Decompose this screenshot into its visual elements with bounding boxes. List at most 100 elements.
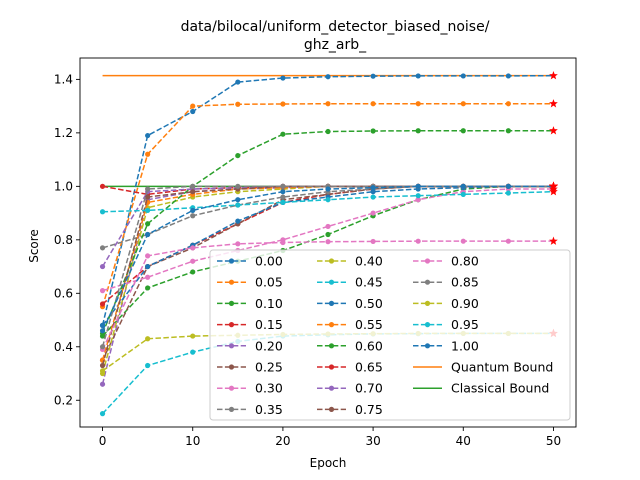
series-point-19-3 [235,202,241,208]
x-tick-label-0: 0 [99,434,107,448]
series-point-16-1 [145,253,151,259]
series-point-11-0 [99,357,106,363]
series-point-0-6 [370,73,376,79]
series-point-13-0 [99,183,106,189]
series-line-11 [101,185,554,361]
legend: 0.00 0.05 0.10 0.15 0.20 0.25 0.30 0.35 0.40 0.45… [209,249,571,421]
legend-marker-15 [328,406,335,412]
series-point-1-6 [370,101,376,107]
legend-label-21: Quantum Bound [451,360,553,375]
legend-item-19: 0.95 [413,317,479,332]
series-point-0-3 [235,79,241,85]
series-point-20-5 [325,186,331,192]
legend-marker-6 [228,385,235,391]
x-tick-label-2: 20 [275,434,290,448]
legend-item-21: Quantum Bound [413,360,553,375]
series-point-9-0 [99,411,106,417]
legend-marker-17 [424,279,431,285]
series-0 [99,73,554,328]
series-point-19-0 [99,209,106,215]
series-point-14-0 [99,263,106,270]
series-point-15-0 [99,362,106,369]
series-point-16-3 [235,241,241,247]
legend-item-16: 0.80 [413,254,479,269]
series-point-1-4 [280,101,286,107]
x-tick-label-4: 40 [456,434,471,448]
series-point-1-9 [505,101,511,107]
y-axis-label: Score [27,229,41,263]
y-tick-label-1: 0.4 [54,340,73,354]
legend-item-9: 0.45 [317,275,383,290]
series-point-18-0 [99,368,106,374]
series-point-20-7 [415,183,421,189]
series-point-19-1 [145,207,151,214]
series-point-16-5 [325,239,331,245]
legend-label-10: 0.50 [355,296,383,311]
legend-marker-14 [328,385,335,391]
legend-label-13: 0.65 [355,360,383,375]
series-point-4-0 [99,381,106,387]
series-point-12-8 [460,128,466,134]
series-point-0-4 [280,75,286,81]
final-star-marker-0 [549,71,558,80]
series-point-17-0 [99,344,106,350]
series-point-19-5 [325,197,331,203]
series-point-0-8 [460,73,466,79]
series-point-17-3 [235,183,241,189]
series-point-12-1 [145,221,151,227]
x-tick-label-3: 30 [365,434,380,448]
final-star-marker-20 [549,181,558,191]
legend-label-0: 0.00 [255,254,283,269]
series-point-19-7 [415,193,421,199]
legend-marker-3 [228,322,235,328]
series-point-16-7 [415,238,421,244]
series-point-10-3 [235,218,241,224]
series-point-1-5 [325,101,331,107]
legend-marker-10 [328,300,335,306]
legend-item-13: 0.65 [317,360,383,375]
series-point-6-6 [370,210,376,216]
series-point-16-6 [370,238,376,245]
series-point-19-9 [505,190,511,196]
legend-label-15: 0.75 [355,402,383,417]
legend-marker-20 [424,343,431,349]
series-point-10-6 [370,189,376,195]
series-point-2-2 [190,269,196,275]
legend-marker-19 [424,322,431,328]
series-point-0-9 [505,73,511,79]
legend-item-12: 0.60 [317,338,383,353]
legend-label-12: 0.60 [355,338,383,353]
legend-item-3: 0.15 [217,317,283,332]
legend-label-22: Classical Bound [451,381,549,396]
x-tick-label-5: 50 [546,434,561,448]
series-point-3-0 [99,301,106,307]
series-point-7-4 [280,194,286,200]
series-point-9-1 [145,362,151,369]
series-point-16-9 [505,238,511,244]
series-point-12-6 [370,128,376,134]
chart-title-line-1: data/bilocal/uniform_detector_biased_noi… [181,19,490,35]
series-point-20-0 [99,328,106,334]
legend-item-1: 0.05 [217,275,283,290]
legend-item-6: 0.30 [217,381,283,396]
legend-marker-18 [424,300,431,306]
legend-item-15: 0.75 [317,402,383,417]
series-19 [99,190,554,215]
legend-marker-11 [328,322,335,328]
legend-item-2: 0.10 [217,296,283,311]
series-point-19-4 [280,199,286,205]
series-point-19-8 [460,191,466,197]
final-star-marker-12 [549,126,558,135]
legend-label-11: 0.55 [355,317,383,332]
legend-marker-12 [328,343,335,349]
series-point-1-8 [460,101,466,107]
series-point-6-7 [415,197,421,203]
legend-label-18: 0.90 [451,296,479,311]
y-tick-label-3: 0.8 [54,233,73,247]
y-tick-label-2: 0.6 [54,286,73,300]
series-point-20-4 [280,189,286,195]
legend-item-4: 0.20 [217,338,283,353]
legend-label-16: 0.80 [451,254,479,269]
series-point-6-1 [145,274,151,280]
